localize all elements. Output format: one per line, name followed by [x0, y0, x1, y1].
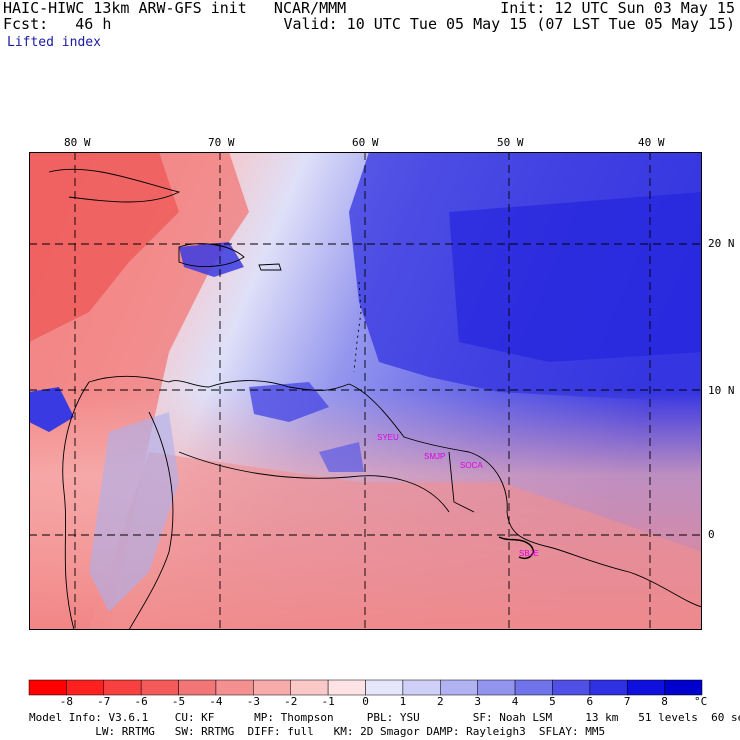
lon-label-80w: 80 W: [64, 136, 91, 149]
atlantic-coast: [348, 383, 703, 608]
pacific-blue-patch: [29, 387, 74, 432]
most-stable-core: [449, 192, 702, 362]
footer-model-info: Model Info: V3.6.1 CU: KF MP: Thompson P…: [29, 711, 740, 724]
lat-label-10n: 10 N: [708, 384, 735, 397]
colorbar-swatch: [140, 679, 179, 696]
valid-time: Valid: 10 UTC Tue 05 May 15 (07 LST Tue …: [283, 15, 735, 33]
colorbar-tick-label: -3: [246, 695, 260, 708]
lat-label-20n: 20 N: [708, 237, 735, 250]
colorbar-swatch: [365, 679, 404, 696]
colorbar-swatch: [514, 679, 553, 696]
venezuela-blue-patch: [249, 382, 329, 422]
guyana-blue-patch: [319, 442, 364, 472]
graticule: [29, 152, 702, 630]
colorbar-tick-label: 2: [436, 695, 444, 708]
colorbar-tick-label: -5: [171, 695, 186, 708]
map-svg: [29, 152, 703, 631]
lat-label-0: 0: [708, 528, 715, 541]
colorbar-tick-label: 0: [362, 695, 369, 708]
colorbar-tick-label: 3: [474, 695, 481, 708]
colorbar-swatch: [66, 679, 105, 696]
colorbar-swatch: [552, 679, 591, 696]
colorbar-tick-label: 7: [623, 695, 631, 708]
lon-label-60w: 60 W: [352, 136, 379, 149]
lon-label-50w: 50 W: [497, 136, 524, 149]
colorbar-tick-label: -2: [284, 695, 298, 708]
colorbar-swatch: [215, 679, 254, 696]
colorbar-swatch: [253, 679, 291, 696]
colorbar-swatch: [290, 679, 329, 696]
station-label-soca: SOCA: [460, 461, 483, 470]
caribbean-coast: [88, 375, 350, 391]
map-frame: [29, 152, 702, 630]
andes-blue-band: [89, 412, 179, 612]
station-label-sbje: SBJE: [519, 549, 540, 558]
colorbar-tick-label: 6: [586, 695, 594, 708]
colorbar-swatch: [626, 679, 665, 696]
colorbar-tick-label: -4: [209, 695, 223, 708]
colorbar-tick-label: 5: [549, 695, 556, 708]
field-name: Lifted index: [7, 35, 101, 50]
pacific-coast: [62, 381, 90, 631]
colorbar-unit: °C: [694, 695, 708, 708]
colorbar: [28, 679, 703, 696]
colorbar-swatch: [103, 679, 142, 696]
station-label-syeu: SYEU: [377, 433, 399, 442]
colorbar-swatch: [178, 679, 217, 696]
forecast-hour: Fcst: 46 h: [3, 15, 112, 33]
colorbar-tick-label: 1: [399, 695, 407, 708]
station-label-smjp: SMJP: [424, 452, 446, 461]
colorbar-tick-label: -7: [97, 695, 111, 708]
colorbar-tick-label: -6: [134, 695, 148, 708]
hispaniola-blue-patch: [179, 242, 244, 277]
lifted-index-map: [29, 152, 703, 631]
colorbar-swatch: [327, 679, 366, 696]
colorbar-swatch: [440, 679, 478, 696]
colorbar-swatch: [589, 679, 628, 696]
colorbar-swatch: [402, 679, 441, 696]
colorbar-swatch: [477, 679, 516, 696]
cuba-coast: [48, 168, 181, 203]
lon-label-40w: 40 W: [638, 136, 665, 149]
amazon-region: [89, 452, 702, 630]
colorbar-tick-label: -8: [59, 695, 73, 708]
unstable-northwest: [29, 152, 179, 342]
colorbar-tick-label: 8: [661, 695, 668, 708]
border-b: [128, 411, 174, 631]
border-c: [448, 451, 475, 513]
colorbar-swatch: [664, 679, 703, 696]
colorbar-swatch: [28, 679, 67, 696]
colorbar-tick-label: 4: [511, 695, 519, 708]
border-a: [178, 451, 450, 513]
puerto-rico-coast: [258, 263, 282, 271]
title-left: HAIC-HIWC 13km ARW-GFS init NCAR/MMM: [3, 0, 347, 17]
lon-label-70w: 70 W: [208, 136, 235, 149]
init-time: Init: 12 UTC Sun 03 May 15: [500, 0, 735, 17]
colorbar-tick-label: -1: [321, 695, 335, 708]
footer-physics-info: LW: RRTMG SW: RRTMG DIFF: full KM: 2D Sm…: [29, 725, 606, 738]
amazon-mouth: [498, 536, 534, 559]
